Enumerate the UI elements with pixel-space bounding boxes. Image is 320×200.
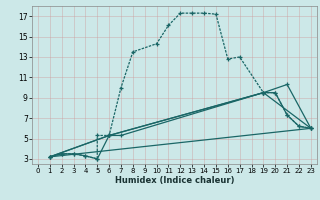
X-axis label: Humidex (Indice chaleur): Humidex (Indice chaleur) [115,176,234,185]
